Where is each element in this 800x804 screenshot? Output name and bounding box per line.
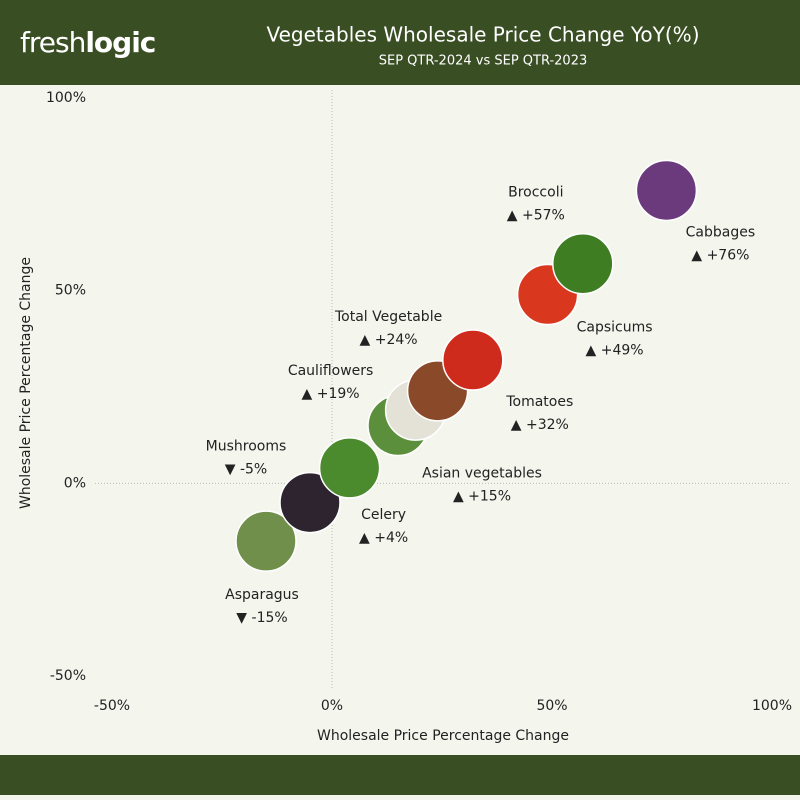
point-name: Asparagus xyxy=(225,587,299,603)
point-value-label: ▲ +24% xyxy=(360,332,418,348)
point-value-label: ▼ -5% xyxy=(225,462,267,478)
point-value-label: ▲ +57% xyxy=(507,208,565,224)
vegetable-point xyxy=(552,232,614,295)
point-name: Capsicums xyxy=(577,320,653,336)
logo-bold: logic xyxy=(85,26,155,59)
point-value-label: ▲ +49% xyxy=(586,343,644,359)
chart-title: Vegetables Wholesale Price Change YoY(%) xyxy=(266,23,699,47)
logo-light: fresh xyxy=(20,26,85,59)
point-value-label: ▲ +15% xyxy=(453,489,511,505)
point-name: Celery xyxy=(361,507,406,523)
x-tick-label: 100% xyxy=(752,698,792,714)
y-tick-label: 100% xyxy=(46,90,86,106)
vegetable-point xyxy=(635,159,698,222)
vegetable-point xyxy=(442,329,504,391)
point-value-label: ▲ +19% xyxy=(302,386,360,402)
vegetable-point xyxy=(279,471,341,534)
point-value-label: ▲ +4% xyxy=(359,530,408,546)
point-value-label: ▲ +76% xyxy=(691,247,749,263)
logo: freshlogic xyxy=(20,26,155,59)
x-tick-label: 50% xyxy=(536,698,567,714)
x-axis-label: Wholesale Price Percentage Change xyxy=(317,728,569,744)
point-name: Total Vegetable xyxy=(334,309,442,325)
y-axis-label: Wholesale Price Percentage Change xyxy=(18,257,34,509)
point-value-label: ▼ -15% xyxy=(236,610,287,626)
point-name: Mushrooms xyxy=(206,439,287,455)
vegetable-point xyxy=(235,510,297,572)
x-tick-label: -50% xyxy=(94,698,130,714)
point-name: Cabbages xyxy=(686,224,756,240)
y-tick-label: 50% xyxy=(55,283,86,299)
y-tick-label: -50% xyxy=(50,668,86,684)
point-name: Tomatoes xyxy=(505,394,573,410)
vegetable-point xyxy=(318,437,381,499)
y-tick-label: 0% xyxy=(64,475,86,491)
x-tick-label: 0% xyxy=(321,698,343,714)
point-name: Asian vegetables xyxy=(422,466,542,482)
point-value-label: ▲ +32% xyxy=(511,417,569,433)
point-name: Broccoli xyxy=(508,185,563,201)
header xyxy=(0,0,800,85)
chart-subtitle: SEP QTR-2024 vs SEP QTR-2023 xyxy=(379,54,588,69)
footer xyxy=(0,755,800,795)
point-name: Cauliflowers xyxy=(288,363,374,379)
